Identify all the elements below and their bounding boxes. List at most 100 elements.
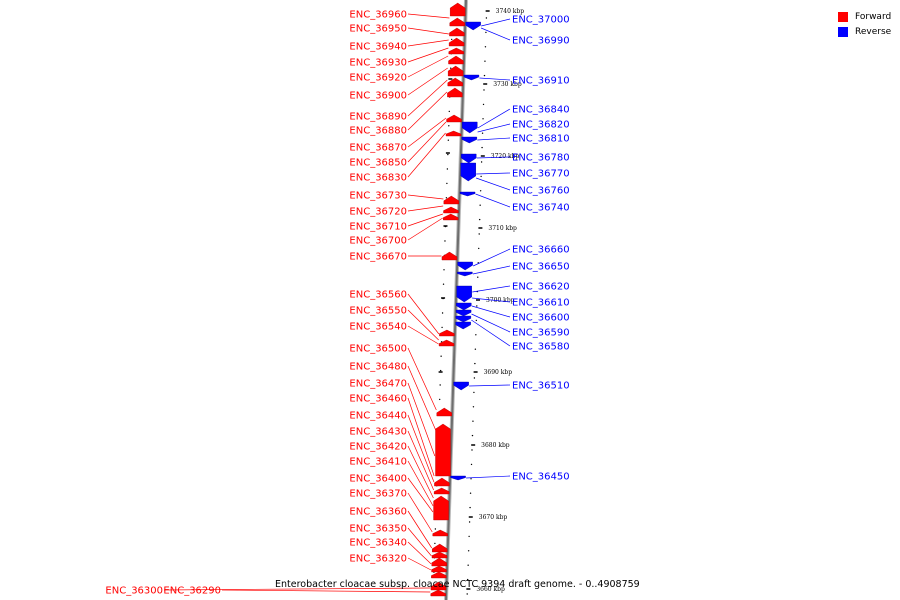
forward-gene-arrow[interactable] xyxy=(448,47,464,55)
forward-gene-arrow[interactable] xyxy=(441,251,458,261)
forward-gene-arrow[interactable] xyxy=(447,77,463,87)
forward-gene-label[interactable]: ENC_36430 xyxy=(349,427,407,438)
forward-gene-label[interactable]: ENC_36710 xyxy=(349,222,407,233)
forward-gene-arrow[interactable] xyxy=(433,487,450,495)
reverse-gene-label[interactable]: ENC_37000 xyxy=(512,15,570,26)
forward-gene-label[interactable]: ENC_36400 xyxy=(349,474,407,485)
forward-gene-arrow[interactable] xyxy=(443,206,459,214)
forward-gene-arrow[interactable] xyxy=(431,551,448,559)
forward-gene-arrow[interactable] xyxy=(448,55,464,65)
forward-gene-arrow[interactable] xyxy=(434,477,450,487)
forward-gene-label[interactable]: ENC_36950 xyxy=(349,24,407,35)
forward-gene-label[interactable]: ENC_36300 xyxy=(105,586,163,597)
reverse-gene-label[interactable]: ENC_36650 xyxy=(512,262,570,273)
reverse-gene-label[interactable]: ENC_36510 xyxy=(512,381,570,392)
reverse-gene-label[interactable]: ENC_36590 xyxy=(512,328,570,339)
forward-gene-label[interactable]: ENC_36960 xyxy=(349,10,407,21)
reverse-gene-label[interactable]: ENC_36760 xyxy=(512,186,570,197)
forward-gene-label[interactable]: ENC_36890 xyxy=(349,112,407,123)
reverse-gene-arrow[interactable] xyxy=(460,162,476,182)
forward-gene-label[interactable]: ENC_36920 xyxy=(349,73,407,84)
forward-gene-label[interactable]: ENC_36370 xyxy=(349,489,407,500)
forward-gene-arrow[interactable] xyxy=(439,329,455,337)
forward-gene-arrow[interactable] xyxy=(432,529,448,537)
forward-gene-label[interactable]: ENC_36470 xyxy=(349,379,407,390)
reverse-gene-label[interactable]: ENC_36820 xyxy=(512,120,570,131)
forward-gene-label[interactable]: ENC_36410 xyxy=(349,457,407,468)
reverse-gene-arrow[interactable] xyxy=(456,285,472,303)
reverse-gene-arrow[interactable] xyxy=(455,321,471,330)
forward-gene-label[interactable]: ENC_36560 xyxy=(349,290,407,301)
forward-gene-label[interactable]: ENC_36830 xyxy=(349,173,407,184)
forward-gene-label[interactable]: ENC_36850 xyxy=(349,158,407,169)
forward-gene-arrow[interactable] xyxy=(445,130,462,137)
forward-gene-label[interactable]: ENC_36870 xyxy=(349,143,407,154)
forward-gene-arrow[interactable] xyxy=(449,2,466,17)
forward-gene-label[interactable]: ENC_36670 xyxy=(349,252,407,263)
scale-minor-tick xyxy=(475,319,478,322)
reverse-gene-arrow[interactable] xyxy=(462,121,478,134)
forward-gene-arrow[interactable] xyxy=(430,589,446,597)
reverse-gene-label[interactable]: ENC_36740 xyxy=(512,203,570,214)
forward-gene-label[interactable]: ENC_36540 xyxy=(349,322,407,333)
reverse-gene-label[interactable]: ENC_36810 xyxy=(512,134,570,145)
forward-gene-arrow[interactable] xyxy=(443,213,459,221)
forward-gene-arrow[interactable] xyxy=(443,195,460,205)
reverse-gene-label[interactable]: ENC_36620 xyxy=(512,282,570,293)
forward-gene-arrow[interactable] xyxy=(431,557,447,567)
reverse-gene-arrow[interactable] xyxy=(453,381,469,391)
forward-gene-label[interactable]: ENC_36290 xyxy=(163,586,221,597)
forward-gene-arrow[interactable] xyxy=(448,37,465,47)
reverse-gene-arrow[interactable] xyxy=(465,21,481,31)
reverse-gene-label[interactable]: ENC_36780 xyxy=(512,153,570,164)
forward-gene-label[interactable]: ENC_36940 xyxy=(349,42,407,53)
forward-gene-label[interactable]: ENC_36420 xyxy=(349,442,407,453)
forward-gene-label[interactable]: ENC_36350 xyxy=(349,524,407,535)
reverse-gene-arrow[interactable] xyxy=(457,261,473,271)
forward-gene-arrow[interactable] xyxy=(433,495,449,521)
forward-gene-label[interactable]: ENC_36900 xyxy=(349,91,407,102)
reverse-gene-arrow[interactable] xyxy=(463,74,480,81)
reverse-gene-arrow[interactable] xyxy=(457,271,473,277)
forward-gene-arrow[interactable] xyxy=(446,114,462,123)
reverse-gene-label[interactable]: ENC_36910 xyxy=(512,76,570,87)
forward-gene-label[interactable]: ENC_36550 xyxy=(349,306,407,317)
reverse-gene-arrow[interactable] xyxy=(461,153,477,164)
forward-gene-label[interactable]: ENC_36730 xyxy=(349,191,407,202)
forward-gene-arrow[interactable] xyxy=(449,17,465,27)
forward-gene-arrow[interactable] xyxy=(431,571,447,579)
forward-gene-arrow[interactable] xyxy=(447,65,464,77)
forward-gene-arrow[interactable] xyxy=(432,543,448,553)
forward-gene-label[interactable]: ENC_36480 xyxy=(349,362,407,373)
forward-gene-label[interactable]: ENC_36500 xyxy=(349,344,407,355)
forward-gene-label[interactable]: ENC_36880 xyxy=(349,126,407,137)
reverse-gene-label[interactable]: ENC_36990 xyxy=(512,36,570,47)
forward-gene-label[interactable]: ENC_36440 xyxy=(349,411,407,422)
forward-gene-label[interactable]: ENC_36720 xyxy=(349,207,407,218)
forward-gene-arrow[interactable] xyxy=(431,565,447,573)
reverse-gene-arrow[interactable] xyxy=(461,136,478,144)
reverse-gene-label[interactable]: ENC_36770 xyxy=(512,169,570,180)
reverse-gene-label[interactable]: ENC_36580 xyxy=(512,342,570,353)
forward-gene-label[interactable]: ENC_36340 xyxy=(349,538,407,549)
forward-gene-arrow[interactable] xyxy=(449,27,465,37)
forward-gene-arrow[interactable] xyxy=(438,339,455,347)
reverse-gene-label[interactable]: ENC_36840 xyxy=(512,105,570,116)
forward-gene-label[interactable]: ENC_36700 xyxy=(349,236,407,247)
reverse-gene-arrow[interactable] xyxy=(455,309,472,317)
forward-gene-arrow[interactable] xyxy=(436,407,452,417)
reverse-gene-label[interactable]: ENC_36600 xyxy=(512,313,570,324)
reverse-gene-arrow[interactable] xyxy=(456,302,472,311)
forward-gene-label[interactable]: ENC_36320 xyxy=(349,554,407,565)
reverse-gene-arrow[interactable] xyxy=(459,191,476,197)
forward-gene-label[interactable]: ENC_36930 xyxy=(349,58,407,69)
forward-gene-label[interactable]: ENC_36360 xyxy=(349,507,407,518)
forward-gene-arrow[interactable] xyxy=(435,423,451,477)
reverse-gene-label[interactable]: ENC_36660 xyxy=(512,245,570,256)
reverse-gene-label[interactable]: ENC_36450 xyxy=(512,472,570,483)
reverse-gene-arrow[interactable] xyxy=(450,475,466,481)
forward-gene-label[interactable]: ENC_36460 xyxy=(349,394,407,405)
reverse-gene-arrow[interactable] xyxy=(455,315,472,323)
forward-gene-arrow[interactable] xyxy=(447,87,463,98)
reverse-gene-label[interactable]: ENC_36610 xyxy=(512,298,570,309)
